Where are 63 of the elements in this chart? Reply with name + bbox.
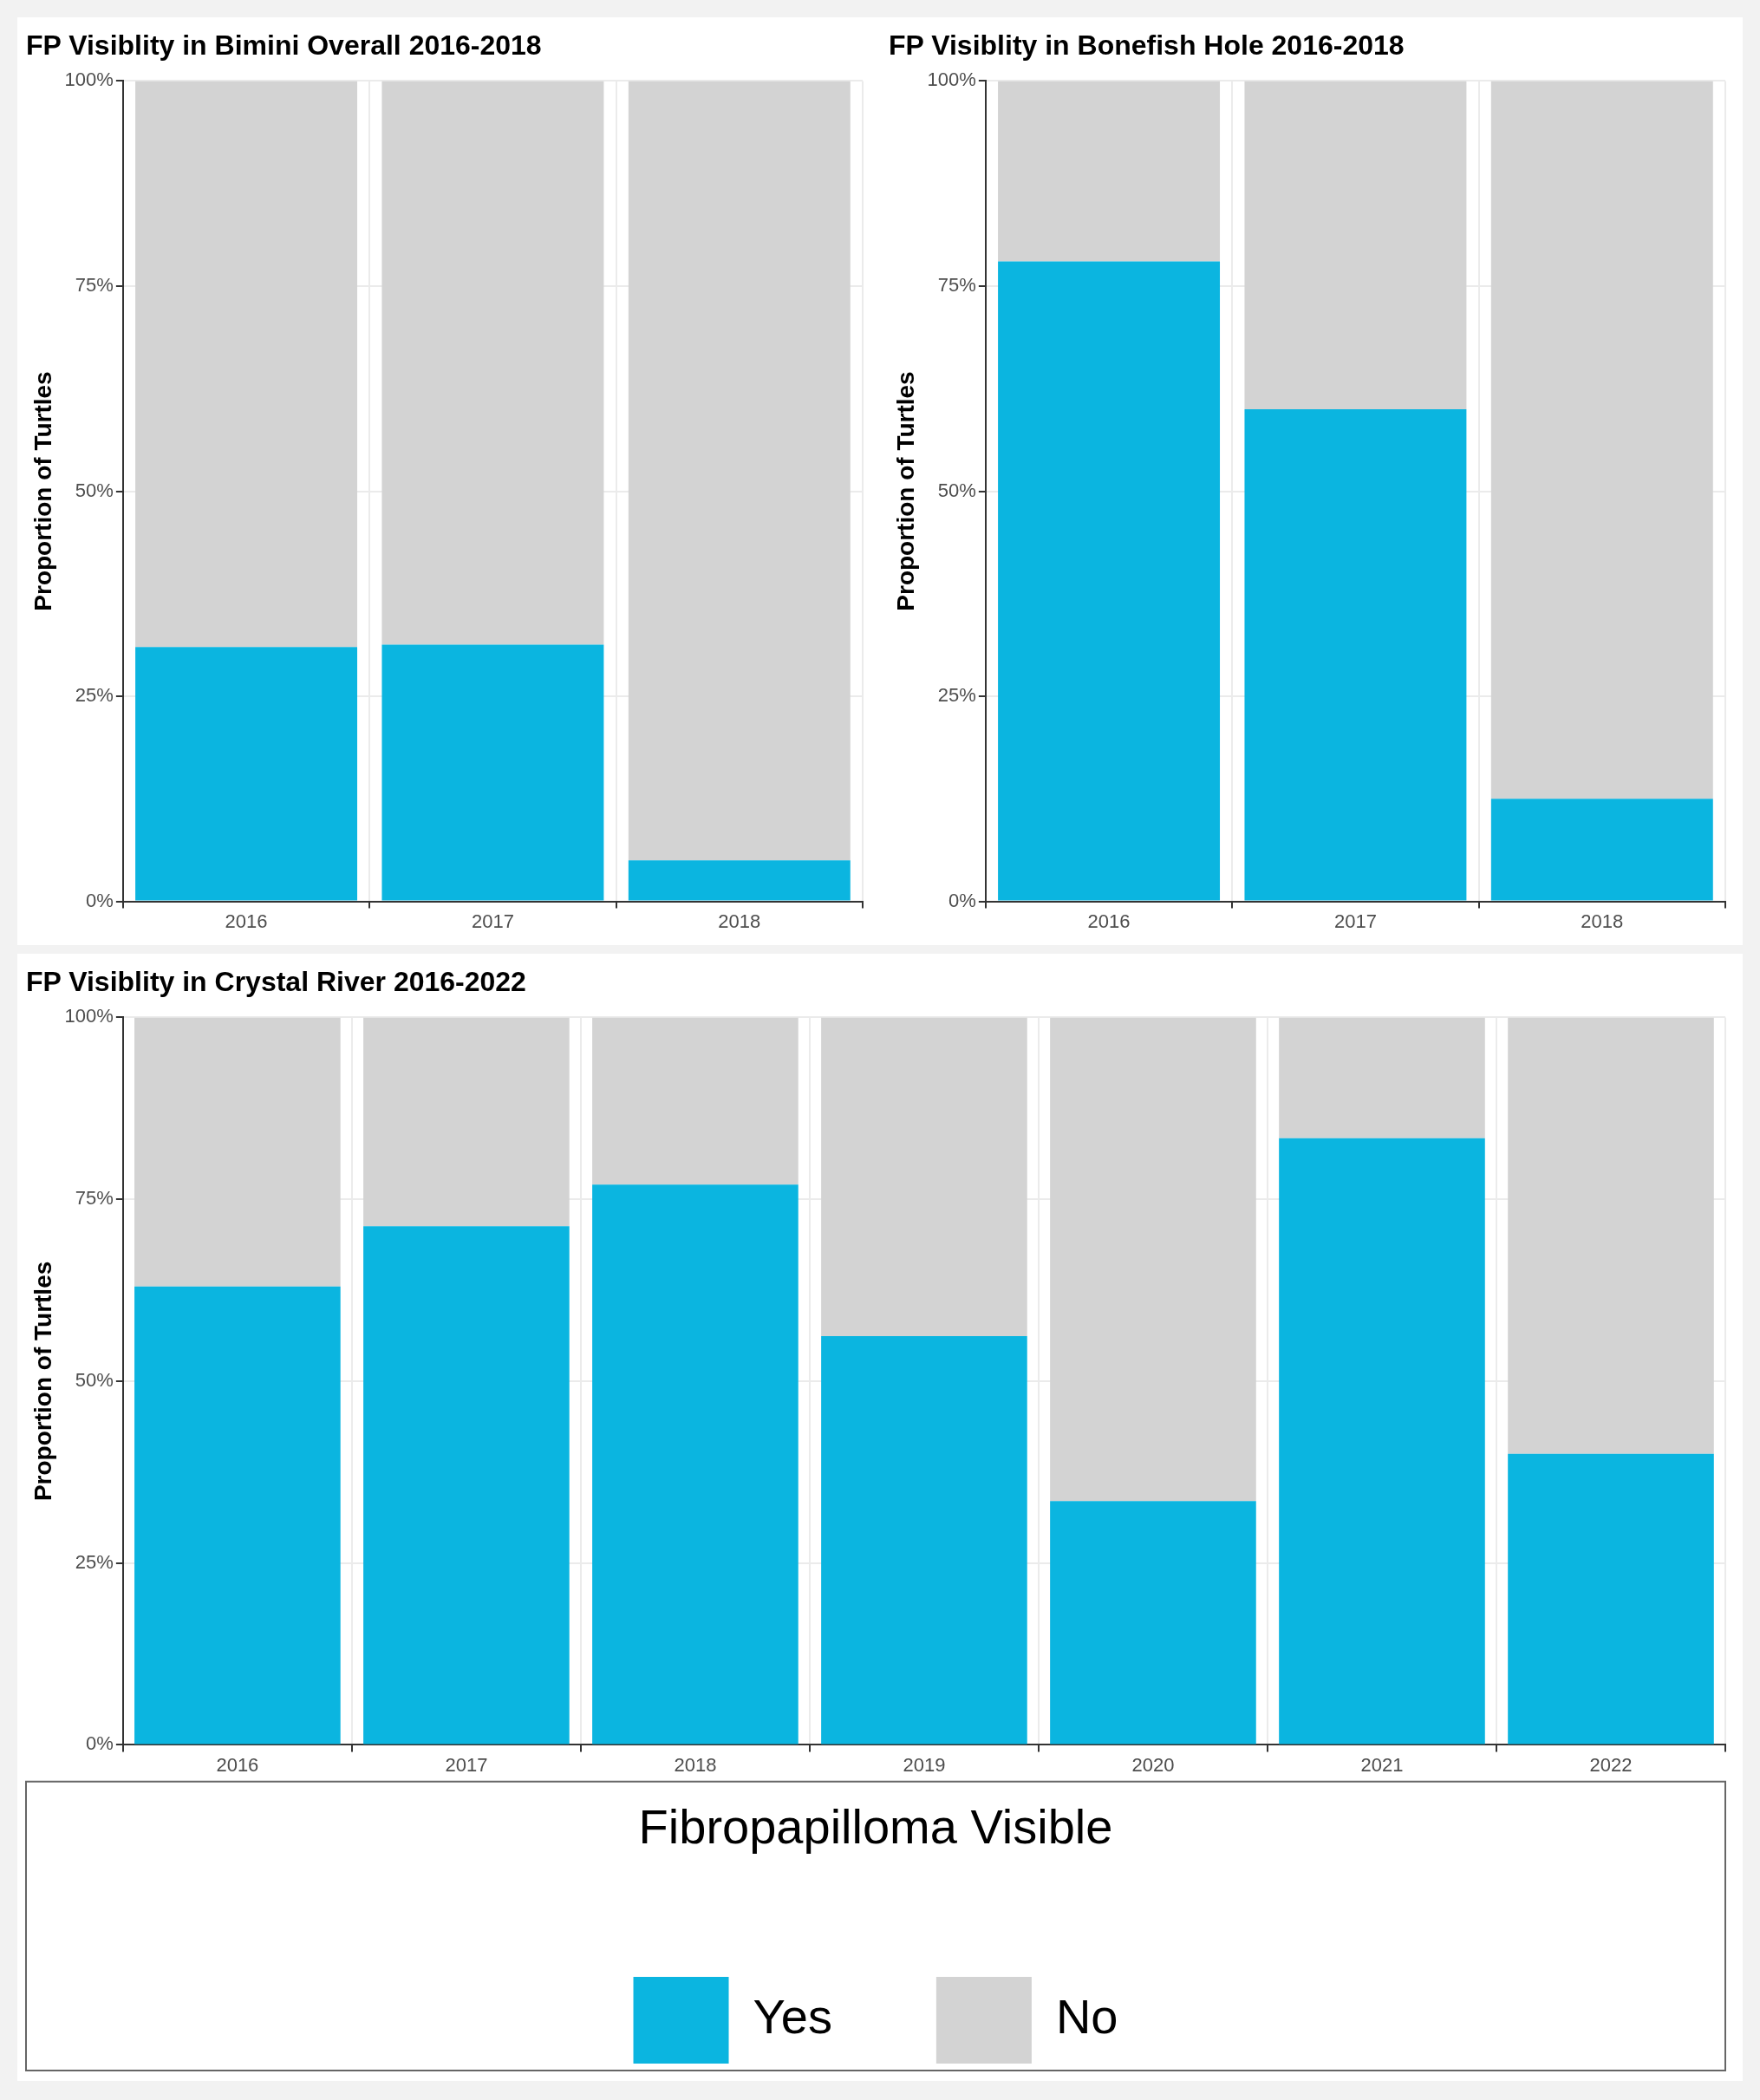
y-tick-label: 25% [75, 684, 114, 707]
bar [821, 1017, 1027, 1336]
legend-label: Yes [753, 1989, 832, 2045]
chart-title: FP Visiblity in Bimini Overall 2016-2018 [26, 29, 542, 62]
x-tick-label: 2018 [718, 910, 761, 932]
bar [1279, 1017, 1485, 1138]
bar [134, 1017, 341, 1287]
bar [628, 860, 851, 901]
y-tick-label: 100% [927, 68, 976, 91]
bar [592, 1184, 799, 1745]
chart-title: FP Visiblity in Crystal River 2016-2022 [26, 966, 526, 998]
y-tick-label: 75% [75, 1187, 114, 1210]
x-tick-label: 2017 [1333, 910, 1377, 932]
bar [135, 81, 358, 648]
x-tick-label: 2017 [471, 910, 514, 932]
y-tick-label: 0% [86, 889, 114, 911]
bar [363, 1226, 570, 1745]
bar [363, 1017, 570, 1227]
chart-title: FP Visiblity in Bonefish Hole 2016-2018 [889, 29, 1405, 62]
bar [628, 81, 851, 861]
x-tick-label: 2017 [445, 1753, 488, 1776]
bar [998, 81, 1221, 262]
x-tick-label: 2019 [903, 1753, 946, 1776]
x-tick-label: 2021 [1360, 1753, 1404, 1776]
bar [1279, 1138, 1485, 1745]
legend-title: Fibropapilloma Visible [638, 1799, 1113, 1855]
y-tick-label: 25% [937, 684, 976, 707]
bar [1508, 1017, 1714, 1454]
x-tick-label: 2018 [674, 1753, 717, 1776]
bar [381, 81, 604, 645]
y-tick-label: 50% [937, 479, 976, 501]
y-tick-label: 50% [75, 1368, 114, 1391]
bar [1490, 799, 1713, 901]
bar [1244, 81, 1467, 409]
bar [1508, 1453, 1714, 1745]
bar [1050, 1017, 1256, 1502]
x-tick-label: 2016 [225, 910, 268, 932]
x-tick-label: 2016 [216, 1753, 259, 1776]
bar [1490, 81, 1713, 799]
bar [998, 261, 1221, 901]
bar [821, 1335, 1027, 1745]
bar [1244, 408, 1467, 901]
x-tick-label: 2016 [1087, 910, 1131, 932]
y-tick-label: 50% [75, 479, 114, 501]
y-tick-label: 100% [64, 68, 114, 91]
y-tick-label: 0% [948, 889, 976, 911]
bar [134, 1286, 341, 1745]
y-tick-label: 0% [86, 1732, 114, 1755]
x-tick-label: 2018 [1581, 910, 1624, 932]
y-axis-title: Proportion of Turtles [891, 371, 919, 611]
x-tick-label: 2022 [1589, 1753, 1633, 1776]
y-tick-label: 100% [64, 1005, 114, 1027]
y-tick-label: 75% [75, 274, 114, 297]
legend-label: No [1055, 1989, 1118, 2045]
y-axis-title: Proportion of Turtles [29, 1261, 56, 1502]
bar [135, 647, 358, 901]
y-axis-title: Proportion of Turtles [29, 371, 56, 611]
y-tick-label: 75% [937, 274, 976, 297]
x-tick-label: 2020 [1131, 1753, 1175, 1776]
y-tick-label: 25% [75, 1550, 114, 1573]
bar [1050, 1501, 1256, 1745]
bar [381, 644, 604, 901]
bar [592, 1017, 799, 1185]
